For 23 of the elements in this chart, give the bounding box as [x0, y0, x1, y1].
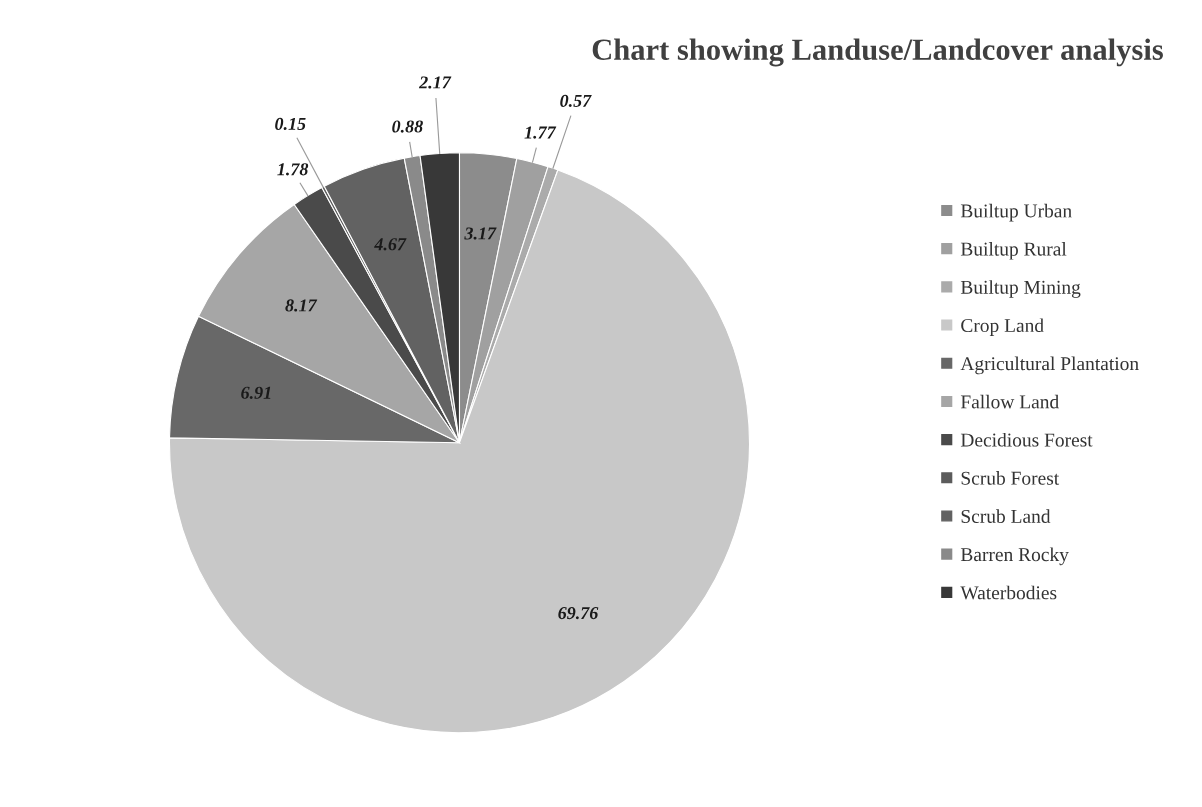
legend-label: Barren Rocky — [960, 547, 1069, 566]
legend-label: Scrub Land — [961, 509, 1051, 523]
legend-label: Builtup Rural — [960, 241, 1067, 260]
legend-label: Waterbodies — [960, 585, 1057, 600]
legend-label: Decidious Forest — [960, 432, 1093, 447]
data-label: 1.77 — [524, 126, 557, 139]
data-label: 1.78 — [277, 163, 309, 176]
data-label: 0.57 — [560, 94, 592, 107]
data-label: 2.17 — [418, 76, 452, 89]
data-label: 69.76 — [558, 607, 599, 620]
data-label: 8.17 — [285, 299, 318, 312]
legend-label: Agricultural Plantation — [960, 356, 1139, 375]
legend-label: Fallow Land — [960, 394, 1059, 409]
chart-title: Chart showing Landuse/Landcover analysis — [592, 38, 1163, 67]
legend-label: Builtup Mining — [960, 280, 1081, 298]
legend-label: Builtup Urban — [960, 203, 1072, 222]
data-label: 0.88 — [392, 120, 423, 133]
legend-label: Crop Land — [961, 318, 1044, 337]
data-label: 6.91 — [241, 386, 271, 399]
data-label: 3.17 — [464, 227, 497, 240]
data-label: 4.67 — [374, 238, 407, 251]
legend-label: Scrub Forest — [961, 471, 1060, 485]
data-label: 0.15 — [275, 117, 306, 131]
